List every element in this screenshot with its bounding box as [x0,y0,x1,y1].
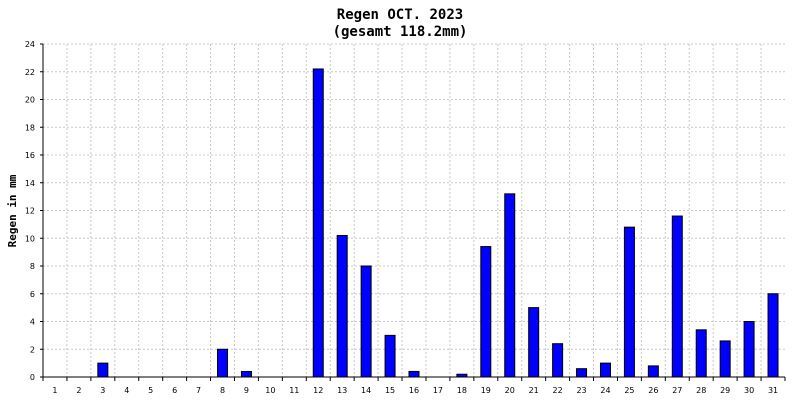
bar-day-30 [743,321,755,378]
x-tick-label: 28 [696,386,706,395]
y-tick-label: 10 [25,234,35,243]
x-tick-label: 16 [409,386,419,395]
y-tick-label: 14 [25,179,35,188]
bar-day-19 [480,246,492,378]
y-tick-label: 24 [25,40,35,49]
chart-subtitle: (gesamt 118.2mm) [333,24,468,40]
y-tick-label: 20 [25,96,35,105]
y-tick-label: 18 [25,123,35,132]
axes [40,43,786,381]
x-tick-label: 1 [52,386,57,395]
x-tick-label: 17 [433,386,443,395]
x-tick-label: 9 [244,386,249,395]
grid-lines [43,43,785,377]
bar-day-28 [695,329,707,378]
bar-day-27 [671,215,683,378]
x-tick-label: 7 [196,386,201,395]
bar-day-25 [623,226,635,378]
x-tick-label: 29 [720,386,730,395]
x-tick-label: 6 [172,386,177,395]
bar-day-26 [647,365,659,378]
y-tick-label: 4 [30,318,35,327]
bar-day-20 [504,193,516,378]
bar-day-8 [217,348,229,378]
bar-day-21 [528,307,540,378]
bar-day-22 [552,343,564,378]
chart-title: Regen OCT. 2023 [337,7,463,23]
x-tick-label: 3 [100,386,105,395]
x-tick-label: 5 [148,386,153,395]
x-tick-label: 4 [124,386,129,395]
bars [97,68,779,378]
y-tick-label: 8 [30,262,35,271]
bar-day-15 [384,334,396,378]
y-axis-label: Regen in mm [6,174,19,247]
y-tick-label: 0 [30,373,35,382]
bar-day-12 [312,68,324,378]
x-tick-label: 23 [576,386,586,395]
y-tick-label: 22 [25,68,35,77]
bar-day-16 [408,370,420,378]
x-tick-label: 10 [265,386,275,395]
x-tick-label: 20 [505,386,515,395]
bar-day-14 [360,265,372,378]
x-tick-label: 13 [337,386,347,395]
x-tick-label: 22 [553,386,563,395]
x-tick-label: 26 [648,386,658,395]
x-tick-label: 19 [481,386,491,395]
x-tick-label: 31 [768,386,778,395]
bar-day-24 [599,362,611,378]
bar-day-3 [97,362,109,378]
bar-day-13 [336,234,348,378]
x-tick-label: 14 [361,386,371,395]
x-tick-label: 11 [289,386,299,395]
x-tick-label: 12 [313,386,323,395]
y-tick-label: 12 [25,207,35,216]
y-tick-label: 2 [30,345,35,354]
x-tick-label: 15 [385,386,395,395]
x-tick-label: 8 [220,386,225,395]
x-tick-label: 21 [529,386,539,395]
x-tick-label: 30 [744,386,754,395]
bar-day-31 [767,293,779,378]
y-tick-label: 6 [30,290,35,299]
x-tick-label: 25 [624,386,634,395]
bar-day-9 [240,370,252,378]
bar-day-23 [576,368,588,378]
x-tick-label: 18 [457,386,467,395]
x-tick-label: 27 [672,386,682,395]
x-tick-label: 2 [76,386,81,395]
bar-day-29 [719,340,731,378]
x-tick-label: 24 [600,386,610,395]
y-tick-label: 16 [25,151,35,160]
